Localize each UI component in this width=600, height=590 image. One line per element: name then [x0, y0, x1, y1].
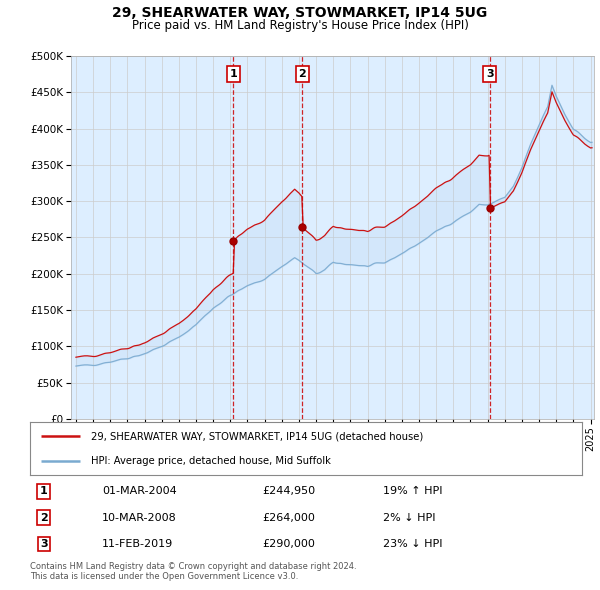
- Text: 3: 3: [40, 539, 47, 549]
- Text: 29, SHEARWATER WAY, STOWMARKET, IP14 5UG (detached house): 29, SHEARWATER WAY, STOWMARKET, IP14 5UG…: [91, 431, 423, 441]
- Text: 1: 1: [229, 69, 237, 79]
- Text: 2: 2: [298, 69, 306, 79]
- Text: 10-MAR-2008: 10-MAR-2008: [102, 513, 176, 523]
- Text: £264,000: £264,000: [262, 513, 315, 523]
- Text: HPI: Average price, detached house, Mid Suffolk: HPI: Average price, detached house, Mid …: [91, 455, 331, 466]
- Text: Contains HM Land Registry data © Crown copyright and database right 2024.
This d: Contains HM Land Registry data © Crown c…: [30, 562, 356, 581]
- Text: 01-MAR-2004: 01-MAR-2004: [102, 486, 176, 496]
- Text: 19% ↑ HPI: 19% ↑ HPI: [383, 486, 443, 496]
- Text: 11-FEB-2019: 11-FEB-2019: [102, 539, 173, 549]
- Text: 2: 2: [40, 513, 47, 523]
- Text: £244,950: £244,950: [262, 486, 315, 496]
- Text: 3: 3: [486, 69, 494, 79]
- Text: 23% ↓ HPI: 23% ↓ HPI: [383, 539, 443, 549]
- Text: 2% ↓ HPI: 2% ↓ HPI: [383, 513, 436, 523]
- Text: 29, SHEARWATER WAY, STOWMARKET, IP14 5UG: 29, SHEARWATER WAY, STOWMARKET, IP14 5UG: [112, 6, 488, 20]
- Text: Price paid vs. HM Land Registry's House Price Index (HPI): Price paid vs. HM Land Registry's House …: [131, 19, 469, 32]
- Text: 1: 1: [40, 486, 47, 496]
- Text: £290,000: £290,000: [262, 539, 315, 549]
